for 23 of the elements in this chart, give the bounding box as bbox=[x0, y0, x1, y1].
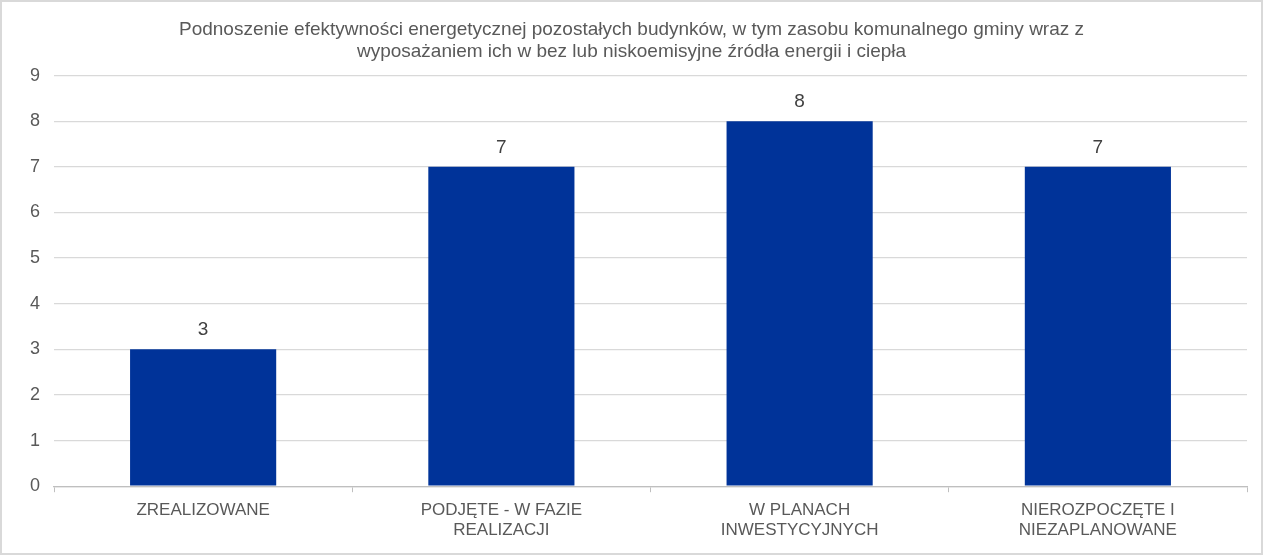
y-tick-label: 1 bbox=[30, 429, 41, 450]
chart-title: Podnoszenie efektywności energetycznej pozostałych budynków, w tym zasobu komunalnego gminy wraz z wyposażaniem ich w bez lub niskoemisyjne źródła energii i ciepła bbox=[178, 17, 1085, 62]
y-tick-label: 9 bbox=[30, 64, 41, 85]
bar bbox=[1024, 166, 1171, 486]
y-tick-label: 3 bbox=[30, 338, 41, 359]
y-tick-label: 2 bbox=[30, 383, 41, 404]
x-tick-label: PODJĘTE - W FAZIE REALIZACJI bbox=[420, 500, 583, 540]
y-tick-label: 8 bbox=[30, 110, 41, 131]
x-tick-label: ZREALIZOWANE bbox=[136, 500, 270, 520]
bar bbox=[130, 349, 277, 486]
y-tick-label: 4 bbox=[30, 292, 41, 313]
bar bbox=[428, 166, 575, 486]
y-tick-label: 0 bbox=[30, 475, 41, 496]
data-label: 8 bbox=[794, 89, 805, 111]
y-tick-label: 6 bbox=[30, 201, 41, 222]
data-label: 7 bbox=[1092, 135, 1104, 157]
data-label: 7 bbox=[496, 135, 507, 157]
y-tick-label: 5 bbox=[30, 247, 41, 268]
x-tick-label: W PLANACH INWESTYCYJNYCH bbox=[720, 500, 879, 540]
x-tick-label: NIEROZPOCZĘTE I NIEZAPLANOWANE bbox=[1018, 500, 1177, 540]
bar bbox=[726, 121, 873, 486]
data-label: 3 bbox=[197, 318, 209, 340]
y-tick-label: 7 bbox=[30, 155, 41, 176]
